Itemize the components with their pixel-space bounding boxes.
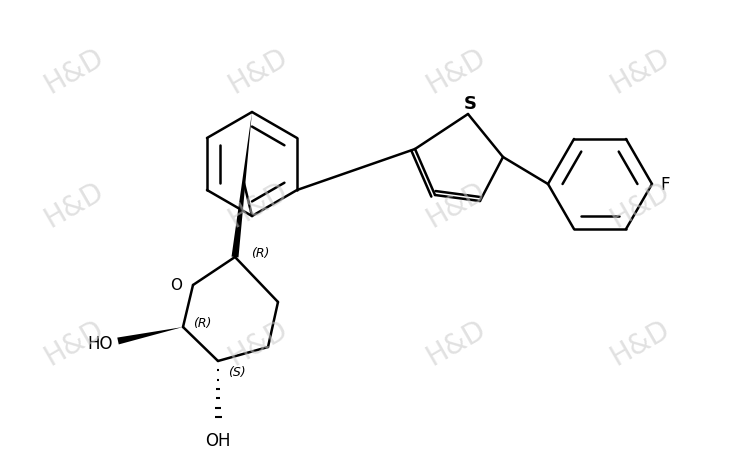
Text: H&D: H&D xyxy=(606,177,675,233)
Text: O: O xyxy=(170,278,182,293)
Polygon shape xyxy=(232,113,252,258)
Text: (R): (R) xyxy=(193,317,211,330)
Polygon shape xyxy=(117,327,183,345)
Text: H&D: H&D xyxy=(422,43,491,99)
Text: H&D: H&D xyxy=(223,177,292,233)
Text: (S): (S) xyxy=(228,365,246,378)
Text: H&D: H&D xyxy=(606,315,675,371)
Text: OH: OH xyxy=(205,431,231,449)
Text: H&D: H&D xyxy=(422,315,491,371)
Text: H&D: H&D xyxy=(39,43,108,99)
Text: H&D: H&D xyxy=(223,43,292,99)
Text: F: F xyxy=(660,176,670,194)
Text: H&D: H&D xyxy=(39,315,108,371)
Text: HO: HO xyxy=(88,334,113,352)
Text: H&D: H&D xyxy=(223,315,292,371)
Text: H&D: H&D xyxy=(422,177,491,233)
Text: H&D: H&D xyxy=(606,43,675,99)
Text: S: S xyxy=(464,95,476,113)
Text: H&D: H&D xyxy=(39,177,108,233)
Text: (R): (R) xyxy=(251,247,269,260)
